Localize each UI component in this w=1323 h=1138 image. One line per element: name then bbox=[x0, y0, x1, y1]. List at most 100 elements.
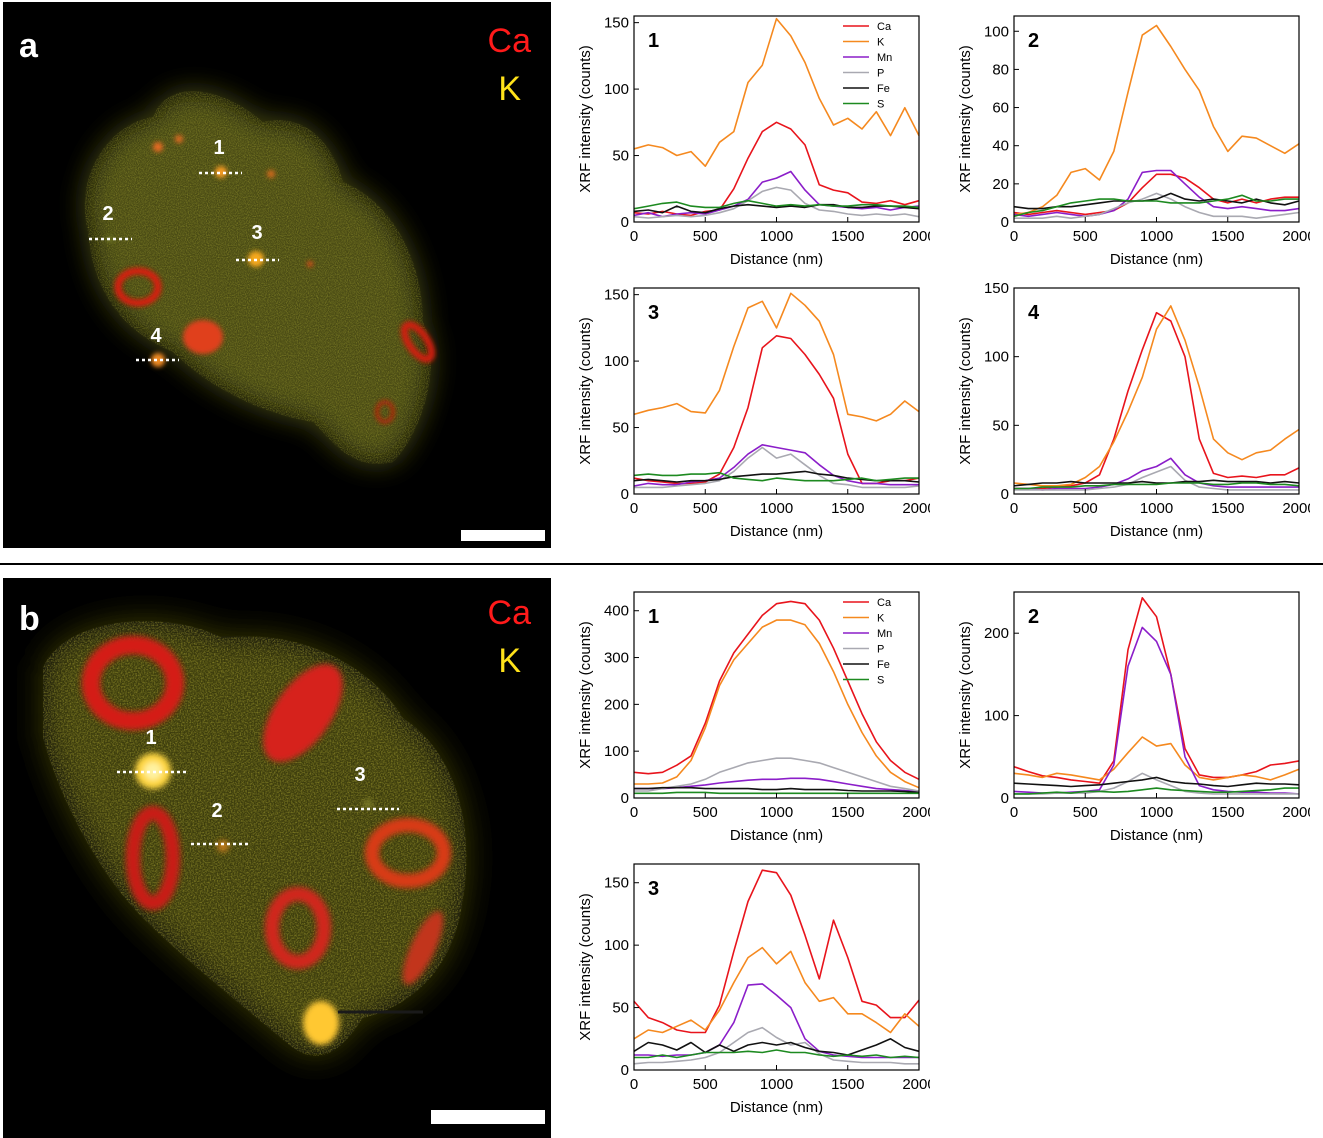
xrf-map-b-image bbox=[3, 578, 551, 1138]
legend-label: Ca bbox=[877, 21, 892, 33]
y-tick-label: 0 bbox=[621, 214, 629, 231]
x-axis-label: Distance (nm) bbox=[1110, 251, 1203, 268]
y-tick-label: 100 bbox=[604, 353, 629, 370]
series-line-k bbox=[1013, 24, 1300, 216]
y-tick-label: 100 bbox=[984, 708, 1009, 725]
x-tick-label: 1000 bbox=[760, 804, 793, 821]
series-line-p bbox=[633, 1026, 919, 1065]
profile-number: 3 bbox=[648, 302, 659, 324]
x-tick-label: 0 bbox=[1010, 500, 1018, 517]
scale-bar bbox=[431, 1110, 545, 1124]
series-line-mn bbox=[1013, 169, 1300, 218]
y-tick-label: 0 bbox=[1001, 486, 1009, 503]
plot-area bbox=[1014, 16, 1299, 222]
panel-divider bbox=[0, 563, 1323, 565]
series-line-fe bbox=[1013, 192, 1300, 210]
x-tick-label: 1500 bbox=[831, 228, 864, 245]
y-tick-label: 50 bbox=[992, 417, 1009, 434]
legend-label: Mn bbox=[877, 628, 892, 640]
x-axis-label: Distance (nm) bbox=[730, 251, 823, 268]
x-tick-label: 500 bbox=[1073, 804, 1098, 821]
series-line-ca bbox=[1013, 173, 1299, 216]
xrf-map-a-image bbox=[3, 2, 551, 548]
legend-label: P bbox=[877, 68, 884, 80]
x-axis-label: Distance (nm) bbox=[730, 827, 823, 844]
map-legend-k: K bbox=[498, 642, 521, 680]
series-line-ca bbox=[633, 869, 920, 1034]
x-tick-label: 1000 bbox=[760, 228, 793, 245]
series-line-k bbox=[1013, 305, 1300, 487]
marker-label: 2 bbox=[102, 203, 113, 225]
series-line-s bbox=[634, 1049, 920, 1059]
x-tick-label: 1500 bbox=[1211, 228, 1244, 245]
legend-label: P bbox=[877, 644, 884, 656]
series-line-k bbox=[633, 292, 920, 422]
y-tick-label: 150 bbox=[604, 875, 629, 892]
y-axis-label: XRF intensity (counts) bbox=[577, 45, 594, 193]
series-line-fe bbox=[1013, 776, 1300, 788]
series-line-mn bbox=[633, 444, 919, 487]
series-line-s bbox=[633, 199, 920, 210]
y-tick-label: 100 bbox=[984, 349, 1009, 366]
marker-label: 3 bbox=[251, 222, 262, 244]
x-tick-label: 0 bbox=[1010, 804, 1018, 821]
x-tick-label: 1000 bbox=[760, 1076, 793, 1093]
y-tick-label: 80 bbox=[992, 61, 1009, 78]
series-line-fe bbox=[633, 203, 920, 214]
series-line-ca bbox=[1013, 596, 1300, 784]
marker-label: 1 bbox=[145, 727, 156, 749]
series-line-p bbox=[634, 757, 920, 792]
x-tick-label: 1500 bbox=[1211, 804, 1244, 821]
xrf-map-a: a Ca K 1 2 3 4 bbox=[3, 2, 551, 548]
y-tick-label: 40 bbox=[992, 138, 1009, 155]
profile-number: 1 bbox=[648, 30, 659, 52]
x-tick-label: 1500 bbox=[831, 804, 864, 821]
series-line-fe bbox=[634, 786, 920, 794]
series-line-fe bbox=[1013, 479, 1300, 487]
series-line-mn bbox=[1014, 457, 1299, 491]
scale-bar bbox=[461, 530, 545, 541]
x-tick-label: 1000 bbox=[1140, 500, 1173, 517]
x-tick-label: 0 bbox=[630, 228, 638, 245]
y-tick-label: 100 bbox=[604, 81, 629, 98]
series-line-s bbox=[1014, 787, 1299, 795]
panel-letter-b: b bbox=[19, 600, 40, 638]
x-axis-label: Distance (nm) bbox=[730, 523, 823, 540]
xrf-map-b-overlay: b Ca K 1 2 3 bbox=[19, 594, 545, 1124]
x-tick-label: 0 bbox=[630, 500, 638, 517]
series-line-ca bbox=[633, 121, 920, 217]
legend-label: Fe bbox=[877, 83, 890, 95]
x-tick-label: 500 bbox=[693, 228, 718, 245]
x-tick-label: 500 bbox=[1073, 228, 1098, 245]
x-tick-label: 500 bbox=[693, 804, 718, 821]
series-line-k bbox=[634, 619, 920, 789]
series-line-k bbox=[1013, 736, 1300, 781]
x-tick-label: 1000 bbox=[760, 500, 793, 517]
x-axis-label: Distance (nm) bbox=[1110, 827, 1203, 844]
legend-label: K bbox=[877, 37, 885, 49]
y-tick-label: 200 bbox=[604, 696, 629, 713]
legend-label: K bbox=[877, 613, 885, 625]
marker-label: 2 bbox=[211, 800, 222, 822]
profile-number: 4 bbox=[1028, 302, 1040, 324]
series-line-k bbox=[633, 17, 920, 167]
y-tick-label: 0 bbox=[621, 790, 629, 807]
x-tick-label: 0 bbox=[630, 804, 638, 821]
legend-label: S bbox=[877, 99, 884, 111]
marker-label: 3 bbox=[354, 764, 365, 786]
y-tick-label: 0 bbox=[1001, 214, 1009, 231]
plot-area bbox=[634, 592, 919, 798]
plot-area bbox=[634, 288, 919, 494]
profile-number: 3 bbox=[648, 878, 659, 900]
y-tick-label: 150 bbox=[604, 15, 629, 32]
map-legend-k: K bbox=[498, 70, 521, 108]
